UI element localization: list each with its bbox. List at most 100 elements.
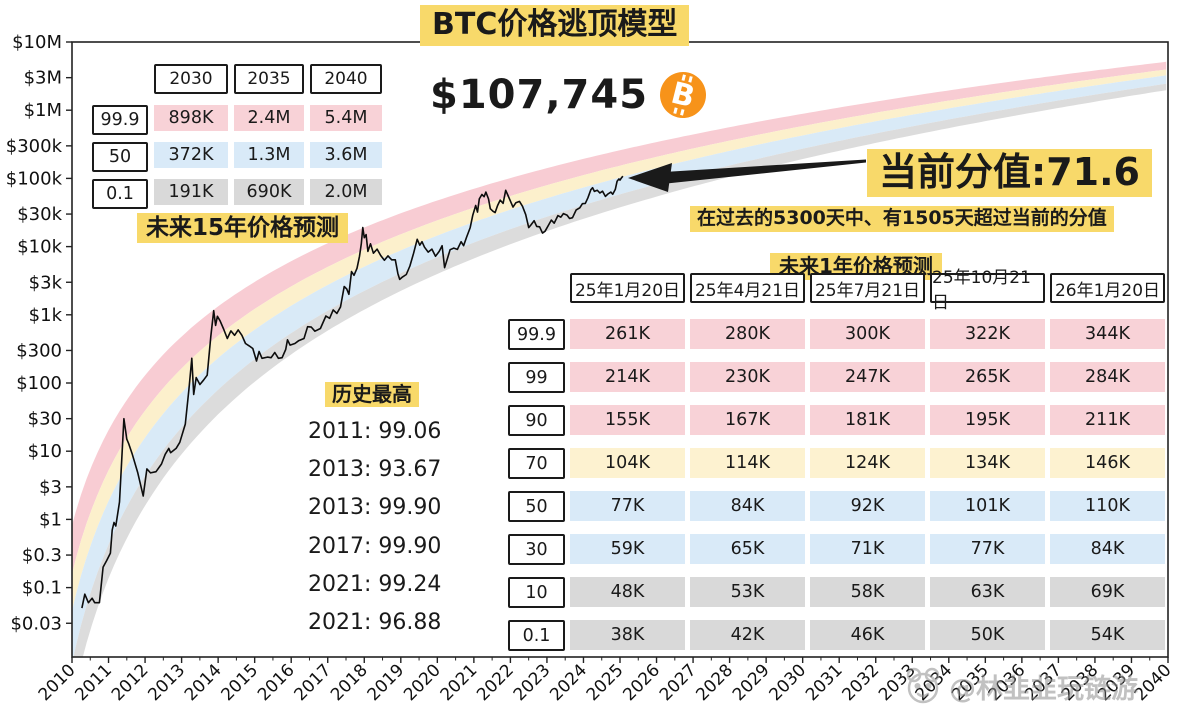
column-header: 25年7月21日 xyxy=(810,273,925,303)
percentile-label: 50 xyxy=(508,491,565,522)
x-tick-label: 2010 xyxy=(35,660,80,705)
arrow-head xyxy=(628,163,672,192)
y-tick-label: $1M xyxy=(24,100,62,121)
table-cell: 2.0M xyxy=(310,179,382,205)
x-tick-label: 2017 xyxy=(291,660,336,705)
band-blue-30-70 xyxy=(72,75,1167,657)
x-tick-label: 2024 xyxy=(546,660,591,705)
table-cell: 3.6M xyxy=(310,142,382,168)
column-header: 2040 xyxy=(310,64,382,94)
percentile-label: 99 xyxy=(508,362,565,393)
table-cell: 372K xyxy=(154,142,228,168)
percentile-label: 50 xyxy=(92,142,148,172)
watermark-text: @林韭韭玩链游 xyxy=(949,673,1138,705)
x-tick-label: 2029 xyxy=(729,660,774,705)
x-tick-label: 2012 xyxy=(108,660,153,705)
band-pink-90-99 xyxy=(72,61,1167,575)
y-tick-label: $10M xyxy=(12,32,62,53)
x-tick-label: 2015 xyxy=(217,660,262,705)
x-tick-label: 2013 xyxy=(144,660,189,705)
forecast-1y-table: 25年1月20日 25年4月21日 25年7月21日 25年10月21日 26年1月20… xyxy=(508,268,1165,651)
x-tick-label: 2018 xyxy=(327,660,372,705)
column-header: 25年4月21日 xyxy=(690,273,805,303)
table-cell: 214K xyxy=(570,362,685,392)
table-cell: 898K xyxy=(154,105,228,131)
score-subtext: 在过去的5300天中、有1505天超过当前的分值 xyxy=(690,206,1114,232)
table-cell: 69K xyxy=(1050,577,1165,607)
history-high-item: 2021: 96.88 xyxy=(308,610,442,636)
watermark: @林韭韭玩链游 xyxy=(903,666,1138,706)
table-cell: 134K xyxy=(930,448,1045,478)
percentile-label: 30 xyxy=(508,534,565,565)
table-cell: 146K xyxy=(1050,448,1165,478)
table-cell: 101K xyxy=(930,491,1045,521)
history-high-item: 2011: 99.06 xyxy=(308,418,442,444)
x-tick-label: 2022 xyxy=(473,660,518,705)
x-tick-label: 2031 xyxy=(802,660,847,705)
table-cell: 2.4M xyxy=(234,105,304,131)
table-cell: 1.3M xyxy=(234,142,304,168)
y-tick-label: $100 xyxy=(16,373,62,394)
table-cell: 344K xyxy=(1050,319,1165,349)
table-cell: 265K xyxy=(930,362,1045,392)
x-tick-label: 2028 xyxy=(692,660,737,705)
column-header: 26年1月20日 xyxy=(1050,273,1165,303)
x-tick-label: 2025 xyxy=(583,660,628,705)
y-tick-label: $3M xyxy=(24,68,62,89)
table-cell: 195K xyxy=(930,405,1045,435)
percentile-label: 99.9 xyxy=(92,105,148,135)
x-tick-label: 2030 xyxy=(765,660,810,705)
x-tick-label: 2027 xyxy=(656,660,701,705)
table-cell: 114K xyxy=(690,448,805,478)
table-cell: 155K xyxy=(570,405,685,435)
column-header: 25年10月21日 xyxy=(930,268,1045,313)
column-header: 2030 xyxy=(154,64,228,94)
y-tick-label: $10 xyxy=(28,441,62,462)
page-title: BTC价格逃顶模型 xyxy=(420,5,690,46)
table-cell: 50K xyxy=(930,620,1045,650)
y-tick-label: $30k xyxy=(17,204,62,225)
table-cell: 247K xyxy=(810,362,925,392)
table-cell: 124K xyxy=(810,448,925,478)
x-tick-label: 2021 xyxy=(437,660,482,705)
percentile-label: 70 xyxy=(508,448,565,479)
table-cell: 167K xyxy=(690,405,805,435)
table-cell: 181K xyxy=(810,405,925,435)
table-cell: 5.4M xyxy=(310,105,382,131)
x-tick-label: 2011 xyxy=(71,660,116,705)
table-cell: 211K xyxy=(1050,405,1165,435)
x-tick-label: 2019 xyxy=(364,660,409,705)
table-cell: 71K xyxy=(810,534,925,564)
table-cell: 300K xyxy=(810,319,925,349)
y-tick-label: $1 xyxy=(39,509,62,530)
y-tick-label: $1k xyxy=(29,305,63,326)
table-cell: 84K xyxy=(1050,534,1165,564)
y-tick-label: $0.03 xyxy=(10,613,62,634)
forecast-15y-table: 2030 2035 2040 99.9 898K 2.4M 5.4M 50 372K 1.3M 3.… xyxy=(92,64,382,209)
table-cell: 59K xyxy=(570,534,685,564)
table-cell: 690K xyxy=(234,179,304,205)
table-cell: 77K xyxy=(570,491,685,521)
table-cell: 110K xyxy=(1050,491,1165,521)
table-cell: 261K xyxy=(570,319,685,349)
y-tick-label: $3 xyxy=(39,477,62,498)
history-high-list: 2011: 99.06 2013: 93.67 2013: 99.90 2017: 9… xyxy=(308,412,441,642)
table-cell: 42K xyxy=(690,620,805,650)
y-tick-label: $300 xyxy=(16,340,62,361)
table-cell: 63K xyxy=(930,577,1045,607)
history-high-item: 2013: 99.90 xyxy=(308,495,442,521)
y-tick-label: $3k xyxy=(29,272,63,293)
percentile-label: 10 xyxy=(508,577,565,608)
x-tick-label: 2026 xyxy=(619,660,664,705)
table-cell: 65K xyxy=(690,534,805,564)
table-corner-spacer xyxy=(92,64,148,94)
history-high-item: 2021: 99.24 xyxy=(308,571,442,597)
band-gray-01-30 xyxy=(73,83,1167,657)
table-cell: 54K xyxy=(1050,620,1165,650)
x-tick-label: 2016 xyxy=(254,660,299,705)
history-high-label: 历史最高 xyxy=(325,382,419,407)
table-cell: 38K xyxy=(570,620,685,650)
current-price-value: $107,745 xyxy=(430,72,649,118)
